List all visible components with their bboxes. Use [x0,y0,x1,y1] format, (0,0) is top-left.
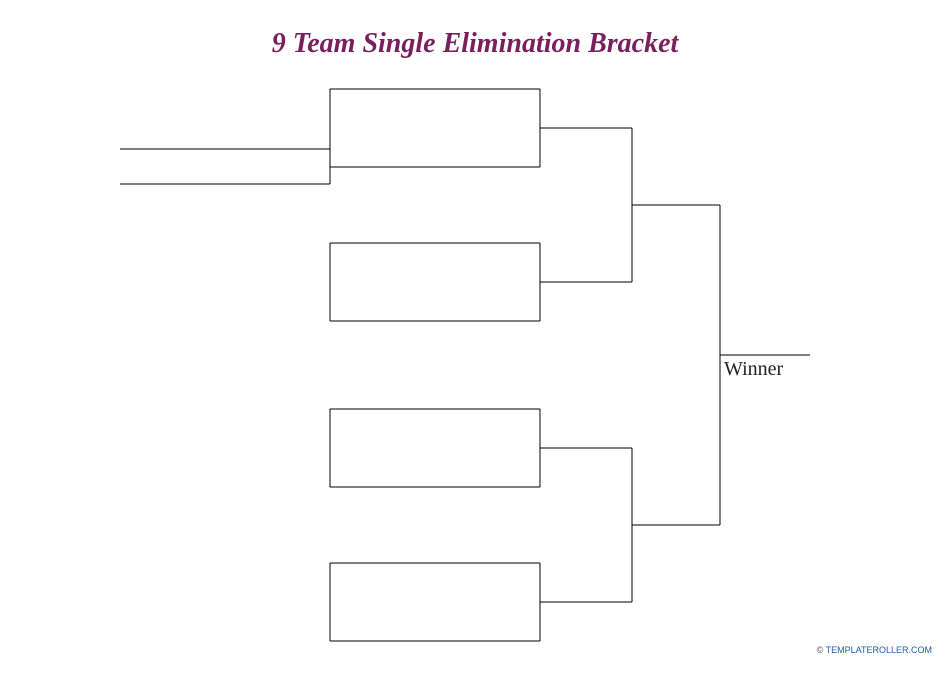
bracket-diagram [0,0,950,673]
credit-link[interactable]: TEMPLATEROLLER.COM [826,645,932,655]
credit-prefix: © [817,645,826,655]
credit-line: © TEMPLATEROLLER.COM [817,645,932,655]
winner-label: Winner [724,358,783,381]
